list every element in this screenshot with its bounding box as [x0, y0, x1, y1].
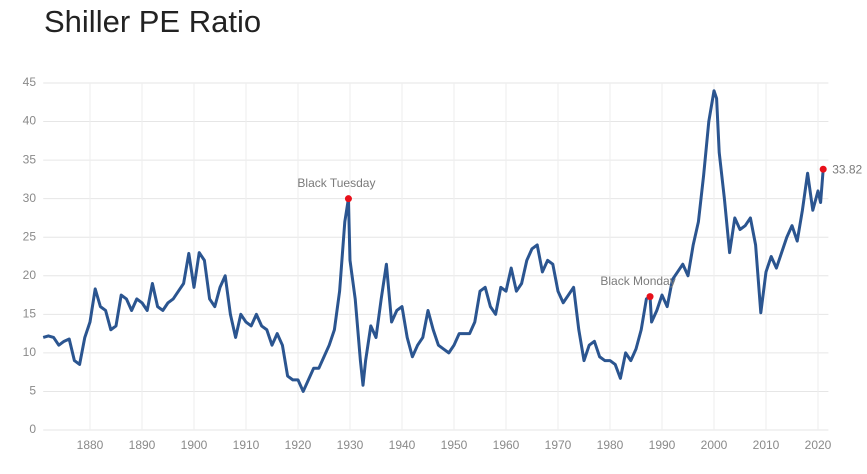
- x-tick-label: 1970: [545, 438, 572, 452]
- x-tick-label: 1950: [441, 438, 468, 452]
- annotation-label: Black Monday: [600, 274, 675, 288]
- x-tick-label: 1910: [233, 438, 260, 452]
- annotation-label: 33.82: [832, 162, 862, 176]
- y-tick-label: 10: [23, 345, 37, 359]
- x-tick-label: 1960: [493, 438, 520, 452]
- annotation-label: Black Tuesday: [297, 176, 375, 190]
- x-tick-label: 2000: [701, 438, 728, 452]
- x-tick-label: 1880: [77, 438, 104, 452]
- data-line: [42, 89, 825, 393]
- x-tick-label: 1980: [597, 438, 624, 452]
- x-tick-label: 1940: [389, 438, 416, 452]
- y-tick-label: 40: [23, 114, 37, 128]
- y-tick-label: 5: [29, 384, 36, 398]
- x-tick-label: 1930: [337, 438, 364, 452]
- annotation-point: [819, 165, 827, 173]
- y-tick-label: 45: [23, 75, 37, 89]
- y-tick-label: 30: [23, 191, 37, 205]
- y-tick-label: 20: [23, 268, 37, 282]
- x-tick-label: 1900: [181, 438, 208, 452]
- y-tick-label: 0: [29, 422, 36, 436]
- x-tick-label: 1920: [285, 438, 312, 452]
- annotation-point: [344, 195, 352, 203]
- x-tick-label: 1890: [129, 438, 156, 452]
- chart-title: Shiller PE Ratio: [44, 4, 261, 39]
- x-tick-label: 1990: [649, 438, 676, 452]
- annotation-point: [646, 293, 654, 301]
- x-tick-label: 2010: [753, 438, 780, 452]
- y-tick-label: 25: [23, 229, 37, 243]
- x-tick-label: 2020: [805, 438, 832, 452]
- y-tick-label: 15: [23, 307, 37, 321]
- y-tick-label: 35: [23, 152, 37, 166]
